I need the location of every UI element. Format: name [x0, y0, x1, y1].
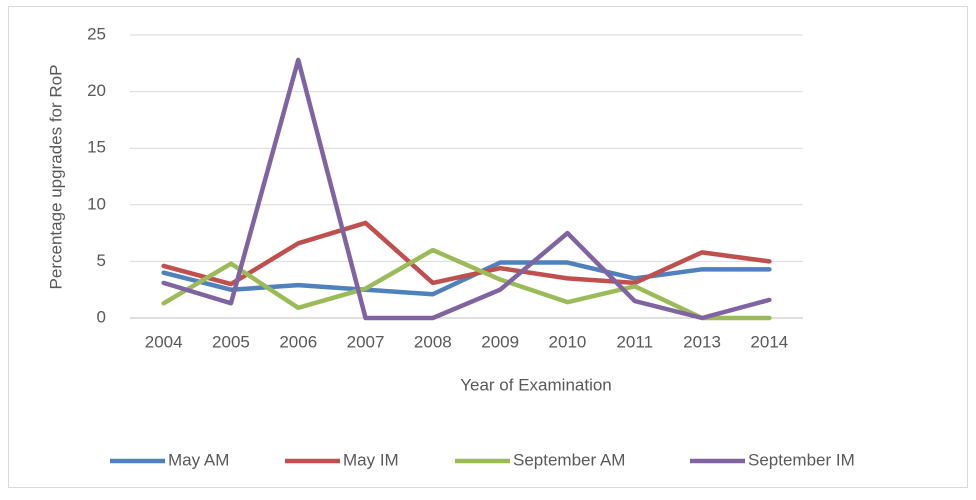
x-tick-label: 2008: [414, 332, 452, 351]
y-tick-label: 25: [87, 24, 106, 43]
x-tick-label: 2005: [212, 332, 250, 351]
y-tick-label: 5: [97, 251, 106, 270]
x-tick-label: 2013: [683, 332, 721, 351]
series-line: [161, 220, 772, 287]
y-axis-label: Percentage upgrades for RoP: [46, 65, 65, 290]
legend-label: May AM: [168, 450, 229, 469]
y-tick-label: 10: [87, 194, 106, 213]
x-tick-label: 2007: [347, 332, 385, 351]
y-tick-label: 20: [87, 81, 106, 100]
x-tick-label: 2014: [750, 332, 788, 351]
legend-label: May IM: [343, 450, 399, 469]
x-tick-label: 2004: [145, 332, 183, 351]
x-tick-label: 2011: [616, 332, 653, 351]
y-tick-label: 15: [87, 138, 106, 157]
series-line: [161, 57, 772, 321]
x-tick-label: 2009: [481, 332, 519, 351]
legend-label: September IM: [748, 450, 855, 469]
series-line: [161, 247, 772, 321]
y-tick-label: 0: [97, 307, 106, 326]
x-tick-label: 2006: [279, 332, 317, 351]
x-axis-label: Year of Examination: [460, 375, 612, 394]
x-tick-label: 2010: [549, 332, 587, 351]
chart-frame: [8, 6, 968, 488]
legend-label: September AM: [513, 450, 625, 469]
